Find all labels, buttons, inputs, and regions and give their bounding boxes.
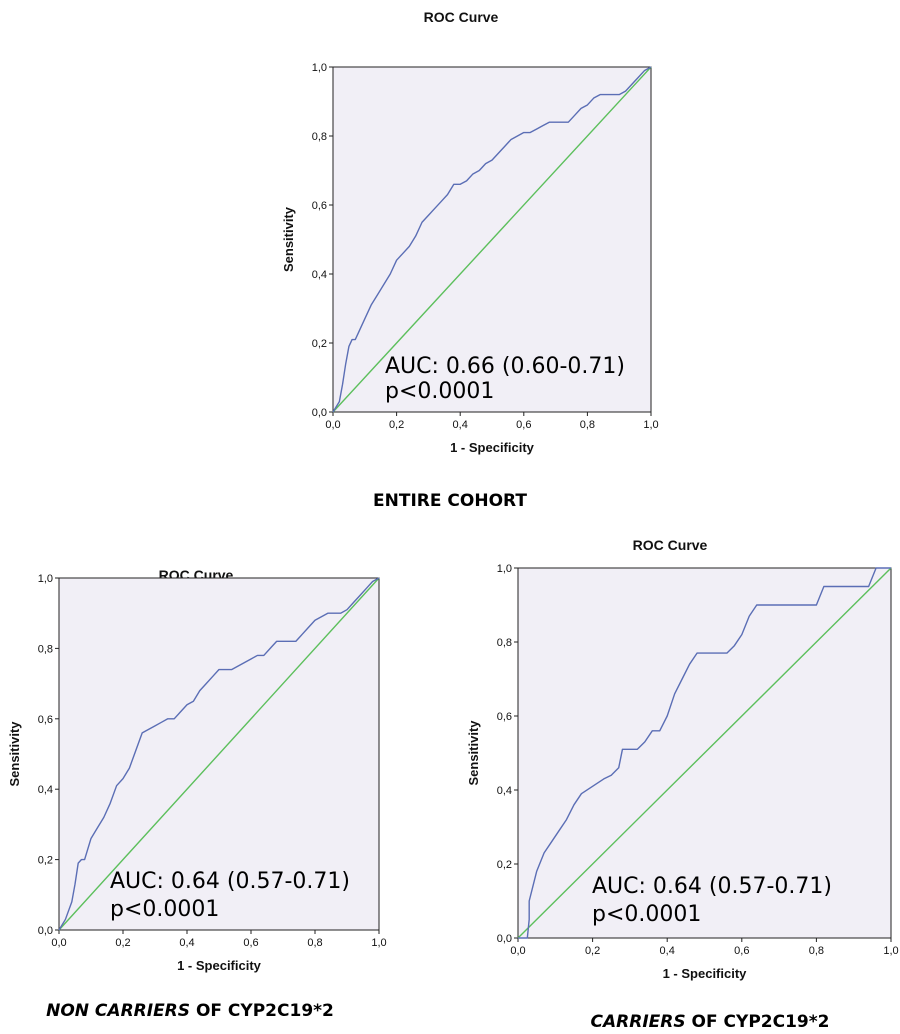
chart-title: ROC Curve (424, 9, 499, 25)
x-tick-label: 0,0 (51, 937, 66, 949)
roc-curve-line (332, 66, 652, 413)
chart-title: ROC Curve (633, 537, 708, 553)
y-tick-label: 0,2 (312, 338, 327, 350)
y-tick-label: 0,0 (38, 925, 53, 937)
x-tick-label: 0,2 (389, 419, 404, 431)
reference-diagonal-line (332, 66, 652, 413)
y-tick-label: 0,4 (497, 785, 512, 797)
y-tick-label: 0,2 (497, 859, 512, 871)
x-tick-label: 0,8 (809, 945, 824, 957)
y-tick-label: 0,8 (312, 131, 327, 143)
y-tick-label: 0,4 (38, 784, 53, 796)
x-axis-label: 1 - Specificity (450, 440, 535, 455)
y-tick-label: 0,4 (312, 269, 327, 281)
reference-diagonal-line (58, 577, 380, 931)
reference-diagonal-line (517, 567, 892, 939)
y-tick-label: 0,8 (497, 637, 512, 649)
roc-curve-line (518, 567, 891, 939)
p-value-annotation: p<0.0001 (385, 379, 494, 404)
y-tick-label: 1,0 (497, 563, 512, 575)
roc-curve-line (58, 577, 380, 931)
y-tick-label: 0,6 (497, 711, 512, 723)
x-axis-label: 1 - Specificity (177, 958, 262, 973)
x-tick-label: 1,0 (643, 419, 658, 431)
p-value-annotation: p<0.0001 (592, 902, 701, 927)
p-value-annotation: p<0.0001 (110, 897, 219, 922)
x-tick-label: 0,2 (585, 945, 600, 957)
y-axis-label: Sensitivity (466, 720, 481, 786)
x-tick-label: 0,8 (580, 419, 595, 431)
x-tick-label: 0,6 (243, 937, 258, 949)
chart-caption: CARRIERS OF CYP2C19*2 (591, 1012, 830, 1032)
x-tick-label: 1,0 (883, 945, 898, 957)
x-tick-label: 0,2 (115, 937, 130, 949)
x-tick-label: 1,0 (371, 937, 386, 949)
x-tick-label: 0,4 (453, 419, 468, 431)
y-tick-label: 0,6 (38, 714, 53, 726)
y-tick-label: 1,0 (312, 62, 327, 74)
y-tick-label: 0,8 (38, 643, 53, 655)
auc-annotation: AUC: 0.64 (0.57-0.71) (110, 869, 350, 894)
chart-caption: ENTIRE COHORT (373, 491, 527, 511)
caption-part-italic: NON CARRIERS (46, 1001, 196, 1021)
x-tick-label: 0,6 (516, 419, 531, 431)
caption-part-italic: CARRIERS (591, 1012, 692, 1032)
x-axis-label: 1 - Specificity (663, 966, 748, 981)
y-tick-label: 0,2 (38, 855, 53, 867)
chart-caption: NON CARRIERS OF CYP2C19*2 (46, 1001, 334, 1021)
x-tick-label: 0,4 (179, 937, 194, 949)
roc-chart-3: ROC Curve 0,0 0,2 0,4 0,6 0,8 1,0 0,0 0,2 0,4 0,6 0… (466, 537, 899, 1032)
roc-chart-1: ROC Curve 0,0 0,2 0,4 0,6 0,8 1,0 0,0 0,2 0,4 0,6 0… (281, 9, 659, 511)
auc-annotation: AUC: 0.64 (0.57-0.71) (592, 874, 832, 899)
y-axis-label: Sensitivity (7, 721, 22, 787)
auc-annotation: AUC: 0.66 (0.60-0.71) (385, 354, 625, 379)
y-axis-label: Sensitivity (281, 206, 296, 272)
y-tick-label: 0,0 (497, 933, 512, 945)
x-tick-label: 0,0 (325, 419, 340, 431)
x-tick-label: 0,4 (660, 945, 675, 957)
caption-part-gene: OF CYP2C19*2 (196, 1001, 334, 1021)
y-tick-label: 1,0 (38, 573, 53, 585)
caption-part-gene: OF CYP2C19*2 (692, 1012, 830, 1032)
x-tick-label: 0,8 (307, 937, 322, 949)
x-tick-label: 0,6 (734, 945, 749, 957)
x-tick-label: 0,0 (510, 945, 525, 957)
y-tick-label: 0,6 (312, 200, 327, 212)
y-tick-label: 0,0 (312, 407, 327, 419)
